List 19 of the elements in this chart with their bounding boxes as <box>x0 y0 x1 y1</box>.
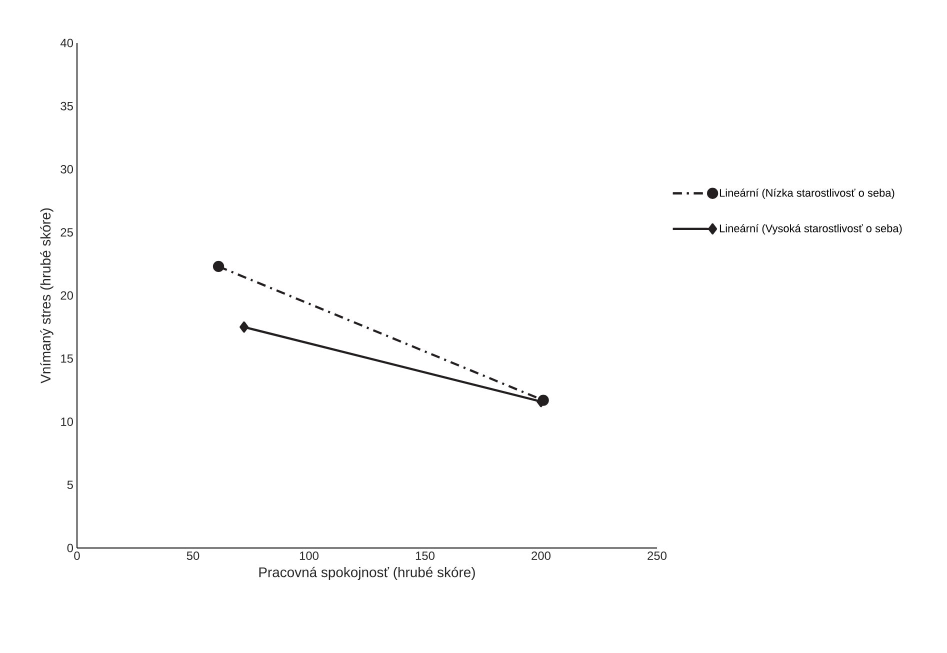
x-tick-label: 100 <box>300 552 319 560</box>
x-tick-label: 0 <box>74 552 80 560</box>
y-tick-label: 20 <box>60 291 74 300</box>
y-tick-label: 35 <box>60 102 73 110</box>
x-axis-title: Pracovná spokojnosť (hrubé skóre) <box>259 566 475 580</box>
y-tick-label: 5 <box>67 480 73 490</box>
y-tick-label: 30 <box>60 165 74 174</box>
y-tick-label: 10 <box>61 418 74 426</box>
y-tick-label: 25 <box>60 228 73 237</box>
x-tick-label: 50 <box>186 552 200 560</box>
x-tick-label: 200 <box>532 552 551 560</box>
y-axis-title: Vnímaný stres (hrubé skóre) <box>40 208 54 384</box>
x-tick-label: 150 <box>416 552 435 560</box>
y-tick-label: 0 <box>67 544 74 552</box>
y-tick-label: 40 <box>60 38 74 48</box>
legend-label: Lineární (Nízka starostlivosť o seba) <box>720 188 894 199</box>
x-tick-label: 250 <box>648 552 667 560</box>
y-tick-label: 15 <box>61 354 73 363</box>
legend-label: Lineární (Vysoká starostlivosť o seba) <box>720 224 902 234</box>
